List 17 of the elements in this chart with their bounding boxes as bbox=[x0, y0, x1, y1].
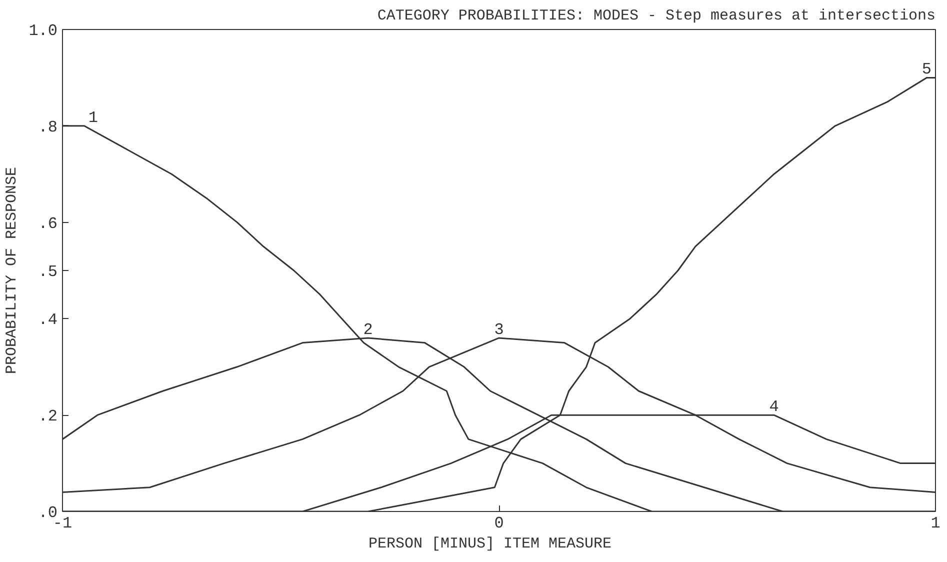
y-tick-label: .4 bbox=[38, 311, 58, 330]
y-tick-label: .2 bbox=[38, 408, 58, 426]
series-label: 4 bbox=[769, 398, 779, 416]
y-tick-label: .6 bbox=[38, 214, 58, 233]
y-tick-label: .0 bbox=[38, 504, 58, 522]
x-axis-title: PERSON [MINUS] ITEM MEASURE bbox=[368, 536, 612, 552]
series-label: 3 bbox=[494, 320, 504, 339]
x-tick-label: 0 bbox=[494, 514, 504, 532]
legend-label: 1 bbox=[88, 108, 98, 127]
y-tick-label: 1.0 bbox=[28, 22, 58, 40]
y-tick-label: .5 bbox=[38, 263, 58, 281]
series-label: 2 bbox=[363, 320, 373, 339]
y-axis-title: PROBABILITY OF RESPONSE bbox=[4, 166, 21, 374]
x-tick-label: 1 bbox=[930, 514, 940, 532]
y-tick-label: .8 bbox=[38, 118, 58, 136]
chart-title: CATEGORY PROBABILITIES: MODES - Step measures at intersections bbox=[377, 8, 936, 24]
series-label: 5 bbox=[922, 60, 932, 79]
